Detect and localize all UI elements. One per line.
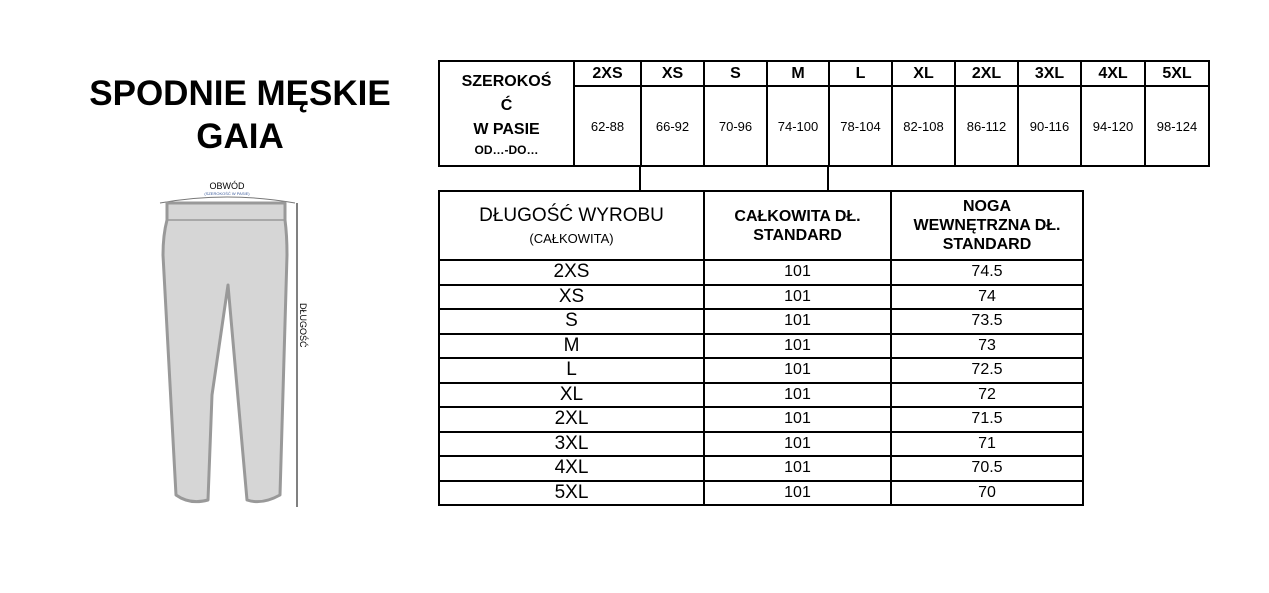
waist-label-1: SZEROKOŚ (461, 72, 552, 90)
table-row: XL 101 72 (438, 381, 1084, 408)
cell-size: 2XS (438, 259, 705, 286)
waist-value: 78-104 (828, 85, 893, 167)
table-row: 2XS 101 74.5 (438, 259, 1084, 286)
cell-size: S (438, 308, 705, 335)
cell-total: 101 (703, 381, 892, 408)
table-row: L 101 72.5 (438, 357, 1084, 384)
waist-value: 74-100 (766, 85, 830, 167)
inseam-header: NOGA WEWNĘTRZNA DŁ. STANDARD (890, 190, 1084, 261)
table-row: XS 101 74 (438, 283, 1084, 310)
waist-value: 86-112 (954, 85, 1019, 167)
cell-size: XS (438, 283, 705, 310)
cell-size: 5XL (438, 479, 705, 506)
size-header: XS (640, 60, 705, 87)
waist-label: OBWÓD (210, 181, 245, 191)
size-header: 2XL (954, 60, 1019, 87)
cell-size: 4XL (438, 455, 705, 482)
cell-inseam: 72.5 (890, 357, 1084, 384)
header-line: STANDARD (753, 226, 842, 244)
size-header: 4XL (1080, 60, 1146, 87)
cell-total: 101 (703, 259, 892, 286)
waist-label-3: W PASIE (473, 120, 540, 138)
connector-line (639, 166, 641, 190)
total-length-header: CAŁKOWITA DŁ. STANDARD (703, 190, 892, 261)
cell-inseam: 73.5 (890, 308, 1084, 335)
size-header: XL (891, 60, 956, 87)
table-row: 5XL 101 70 (438, 479, 1084, 506)
size-header: L (828, 60, 893, 87)
cell-size: L (438, 357, 705, 384)
waist-value: 90-116 (1017, 85, 1082, 167)
waist-sublabel: (SZEROKOŚĆ W PASIE) (204, 191, 250, 196)
cell-inseam: 70.5 (890, 455, 1084, 482)
cell-total: 101 (703, 406, 892, 433)
cell-inseam: 70 (890, 479, 1084, 506)
size-header: 5XL (1144, 60, 1210, 87)
waist-size-table: SZEROKOŚ Ć W PASIE OD…-DO… 2XS XS S M L … (438, 60, 1210, 167)
table-row: 4XL 101 70.5 (438, 455, 1084, 482)
table-row: 3XL 101 71 (438, 430, 1084, 457)
cell-size: M (438, 332, 705, 359)
waist-label-2: Ć (500, 96, 513, 114)
header-line: NOGA (963, 198, 1011, 215)
title-line-2: GAIA (196, 117, 284, 156)
size-header: M (766, 60, 830, 87)
waist-label-cell: SZEROKOŚ Ć W PASIE OD…-DO… (438, 60, 575, 167)
cell-total: 101 (703, 479, 892, 506)
cell-inseam: 74 (890, 283, 1084, 310)
header-line: STANDARD (942, 236, 1032, 253)
length-label-cell: DŁUGOŚĆ WYROBU (CAŁKOWITA) (438, 190, 705, 261)
cell-total: 101 (703, 430, 892, 457)
length-table: DŁUGOŚĆ WYROBU (CAŁKOWITA) CAŁKOWITA DŁ.… (438, 190, 1084, 506)
size-header: 3XL (1017, 60, 1082, 87)
cell-inseam: 71 (890, 430, 1084, 457)
waist-value: 94-120 (1080, 85, 1146, 167)
cell-size: 3XL (438, 430, 705, 457)
waist-value: 66-92 (640, 85, 705, 167)
cell-total: 101 (703, 357, 892, 384)
table-row: 2XL 101 71.5 (438, 406, 1084, 433)
length-label: DŁUGOŚĆ (298, 303, 309, 348)
title-line-1: SPODNIE MĘSKIE (89, 74, 391, 113)
connector-line (827, 166, 829, 190)
cell-size: XL (438, 381, 705, 408)
header-line: CAŁKOWITA DŁ. (734, 207, 861, 225)
table-row: M 101 73 (438, 332, 1084, 359)
cell-total: 101 (703, 283, 892, 310)
size-header: S (703, 60, 768, 87)
waist-value: 82-108 (891, 85, 956, 167)
cell-total: 101 (703, 455, 892, 482)
waist-value: 70-96 (703, 85, 768, 167)
cell-total: 101 (703, 308, 892, 335)
cell-inseam: 74.5 (890, 259, 1084, 286)
pants-illustration: OBWÓD (SZEROKOŚĆ W PASIE) DŁUGOŚĆ (159, 181, 309, 507)
length-label: DŁUGOŚĆ WYROBU (479, 205, 664, 226)
waist-value: 62-88 (573, 85, 642, 167)
page-title: SPODNIE MĘSKIE GAIA (60, 72, 420, 158)
table-row: S 101 73.5 (438, 308, 1084, 335)
header-line: WEWNĘTRZNA DŁ. (913, 217, 1061, 234)
length-sublabel: (CAŁKOWITA) (529, 231, 614, 246)
cell-inseam: 71.5 (890, 406, 1084, 433)
size-header: 2XS (573, 60, 642, 87)
cell-inseam: 72 (890, 381, 1084, 408)
cell-size: 2XL (438, 406, 705, 433)
cell-inseam: 73 (890, 332, 1084, 359)
waist-sublabel: OD…-DO… (474, 142, 539, 157)
waist-value: 98-124 (1144, 85, 1210, 167)
cell-total: 101 (703, 332, 892, 359)
